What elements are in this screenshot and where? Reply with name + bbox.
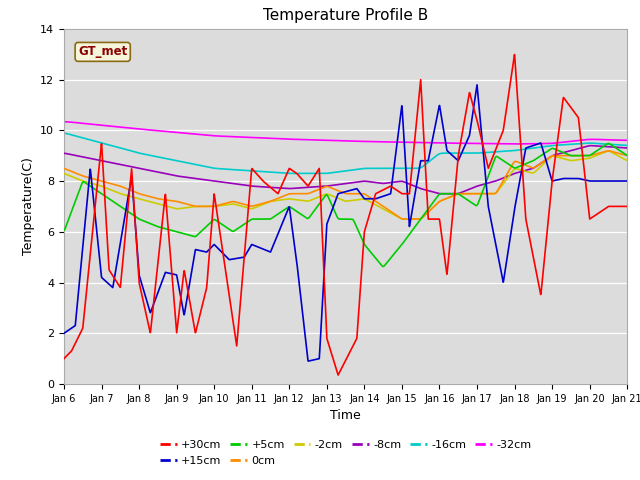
Legend: +30cm, +15cm, +5cm, 0cm, -2cm, -8cm, -16cm, -32cm: +30cm, +15cm, +5cm, 0cm, -2cm, -8cm, -16… bbox=[156, 436, 536, 470]
Y-axis label: Temperature(C): Temperature(C) bbox=[22, 157, 35, 255]
Title: Temperature Profile B: Temperature Profile B bbox=[263, 9, 428, 24]
X-axis label: Time: Time bbox=[330, 409, 361, 422]
Text: GT_met: GT_met bbox=[78, 46, 127, 59]
